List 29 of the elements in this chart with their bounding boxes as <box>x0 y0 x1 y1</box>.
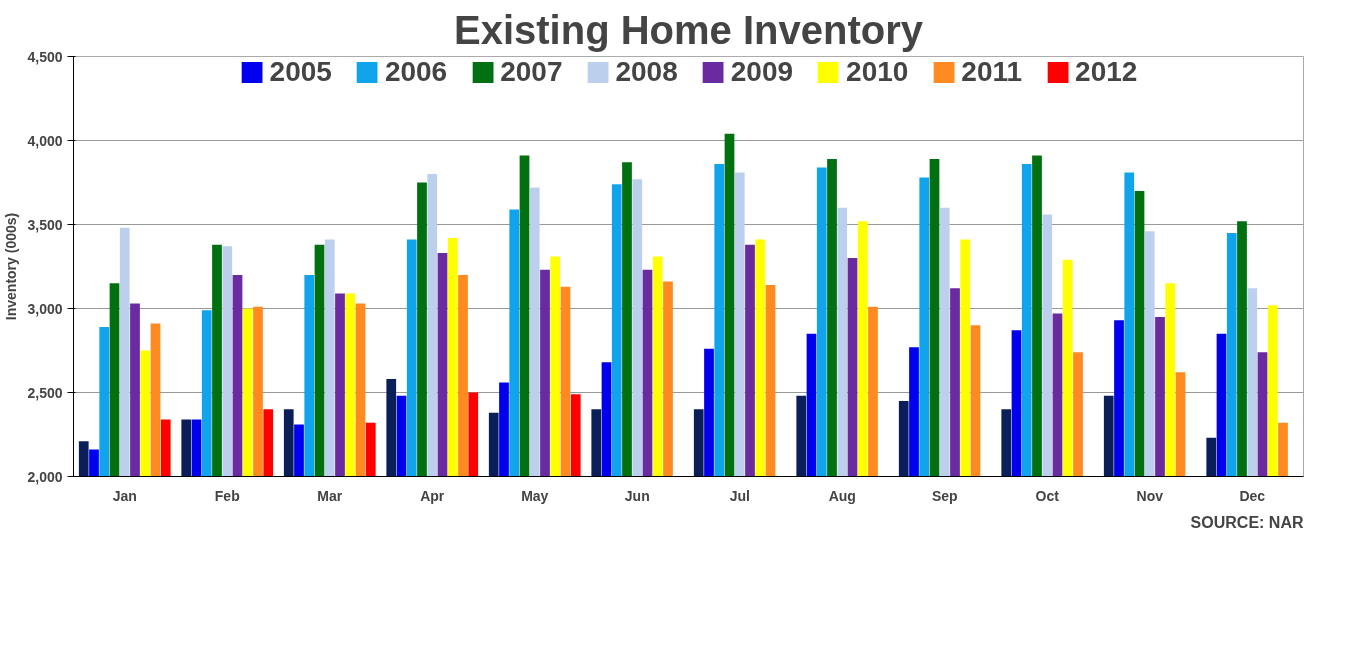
legend-label: 2009 <box>730 56 794 88</box>
x-tick-label: Oct <box>1035 487 1060 504</box>
x-tick-label: Jun <box>624 487 650 504</box>
x-tick-label: Mar <box>317 487 343 504</box>
legend-label: 2008 <box>615 56 678 88</box>
x-tick-label: May <box>521 487 549 504</box>
x-tick-label: Jul <box>729 487 750 504</box>
legend-label: 2007 <box>500 56 563 88</box>
legend-label: 2005 <box>269 56 332 88</box>
y-axis-title: Inventory (000s) <box>3 212 20 321</box>
x-tick-label: Feb <box>214 487 240 504</box>
x-tick-label: Aug <box>828 487 856 504</box>
y-tick-label: 3,500 <box>27 216 63 233</box>
y-tick-label: 4,500 <box>27 48 63 65</box>
legend-label: 2012 <box>1075 56 1138 88</box>
x-tick-label: Apr <box>420 487 445 504</box>
y-tick-label: 2,500 <box>27 384 63 401</box>
x-tick-label: Nov <box>1136 487 1164 504</box>
chart-title: Existing Home Inventory <box>454 7 924 52</box>
source-note: SOURCE: NAR <box>1190 513 1304 531</box>
legend-label: 2006 <box>384 56 448 88</box>
y-tick-label: 2,000 <box>27 468 63 485</box>
legend-label: 2010 <box>846 56 909 88</box>
legend-label: 2011 <box>961 56 1023 88</box>
x-tick-label: Sep <box>931 487 958 504</box>
y-tick-label: 4,000 <box>27 132 63 149</box>
x-tick-label: Dec <box>1239 487 1266 504</box>
x-tick-label: Jan <box>112 487 137 504</box>
y-tick-label: 3,000 <box>27 300 63 317</box>
